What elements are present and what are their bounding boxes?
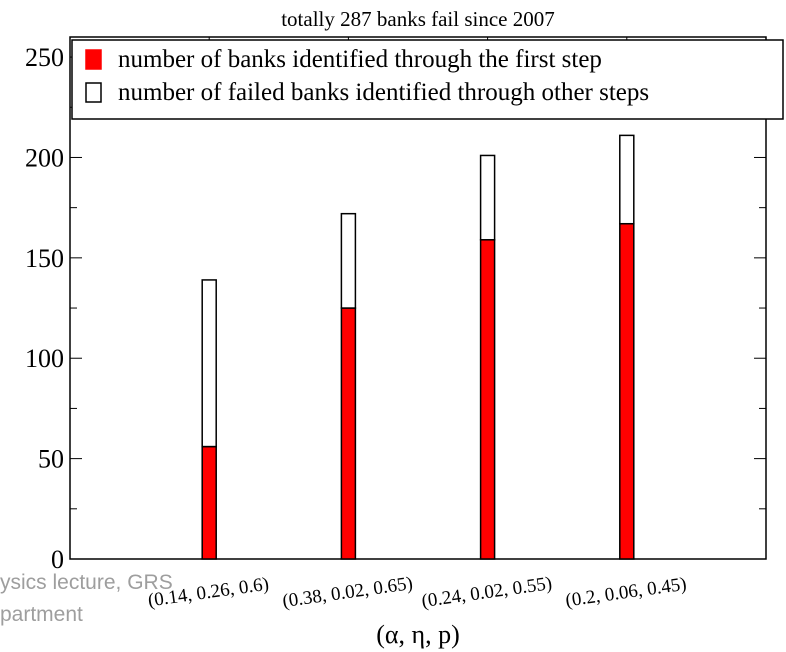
y-tick-label: 50 xyxy=(38,445,64,474)
legend-swatch xyxy=(85,49,102,70)
x-tick-label: (0.24, 0.02, 0.55) xyxy=(420,573,553,612)
bar-first-step xyxy=(479,239,496,560)
bar-other-steps xyxy=(201,279,217,448)
y-tick-label: 250 xyxy=(25,43,64,72)
y-tick-label: 0 xyxy=(51,545,64,574)
chart-title: totally 287 banks fail since 2007 xyxy=(281,7,555,31)
bar-other-steps xyxy=(479,154,496,241)
x-tick-label: (0.2, 0.06, 0.45) xyxy=(564,574,688,612)
bar-other-steps xyxy=(619,134,635,225)
legend-label: number of failed banks identified throug… xyxy=(118,79,649,106)
bar-other-steps xyxy=(340,212,357,309)
y-tick-label: 100 xyxy=(25,344,64,373)
legend-box xyxy=(71,39,784,120)
legend-swatch xyxy=(85,82,102,103)
plot-frame xyxy=(69,36,767,560)
bar-first-step xyxy=(201,445,217,560)
y-tick-label: 150 xyxy=(25,244,64,273)
legend-label: number of banks identified through the f… xyxy=(118,46,602,73)
watermark-text-line2: partment xyxy=(0,603,83,626)
bar-first-step xyxy=(340,307,357,560)
y-tick-label: 200 xyxy=(25,143,64,172)
x-axis-label: (α, η, p) xyxy=(376,620,460,649)
x-tick-label: (0.38, 0.02, 0.65) xyxy=(281,573,414,612)
watermark-text-line1: ysics lecture, GRS xyxy=(0,571,173,594)
bar-first-step xyxy=(619,222,635,560)
